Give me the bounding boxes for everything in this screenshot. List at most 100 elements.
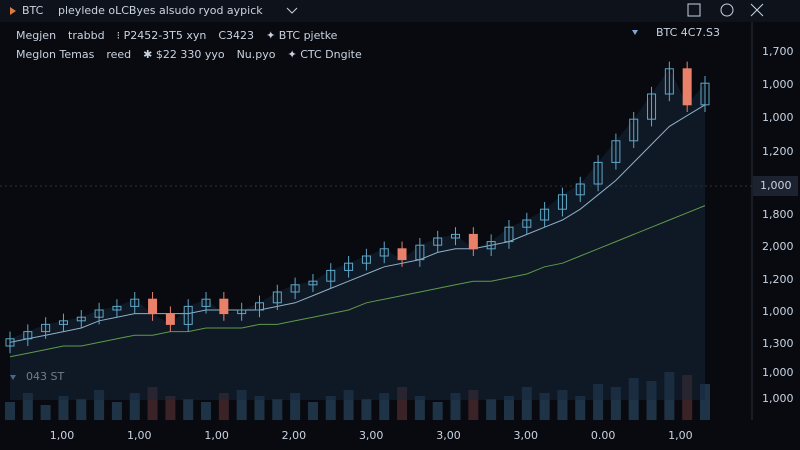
candle-body (682, 68, 692, 106)
volume-bar (414, 396, 425, 420)
y-axis-label: 1,000 (762, 78, 794, 91)
candle-body (468, 233, 478, 250)
candle-body (290, 284, 300, 293)
candle-body (308, 280, 318, 286)
legend-text: ✦ BTC pjetke (266, 29, 338, 42)
volume-bar (76, 399, 87, 420)
volume-bar (111, 402, 122, 420)
candle-body (23, 331, 33, 340)
candle-body (557, 194, 567, 210)
candle-body (451, 233, 461, 239)
volume-bar (307, 402, 318, 420)
volume-bar (236, 390, 247, 420)
volume-bar (254, 396, 265, 420)
candle-body (219, 298, 229, 315)
candle-body (629, 118, 639, 142)
candle-body (58, 320, 68, 325)
y-axis-label: 1,000 (762, 111, 794, 124)
dropdown-arrow[interactable] (286, 7, 298, 14)
volume-bar (325, 396, 336, 420)
legend-text: trabbd (68, 29, 105, 42)
y-axis-label: 2,000 (762, 240, 794, 253)
volume-bar (450, 393, 461, 420)
volume-bar (593, 384, 604, 420)
y-axis-label: 1,700 (762, 45, 794, 58)
candle-body (397, 248, 407, 261)
volume-bar (165, 396, 176, 420)
candle-body (41, 323, 51, 333)
volume-bar (432, 402, 443, 420)
volume-bar (557, 390, 568, 420)
volume-bar (521, 387, 532, 420)
y-axis-label: 1,300 (762, 337, 794, 350)
candle-body (344, 262, 354, 271)
volume-bar (22, 393, 33, 420)
volume-bar (361, 399, 372, 420)
candle-body (504, 226, 514, 243)
moving-average (9, 104, 706, 343)
candle-body (112, 305, 122, 311)
candle-body (361, 255, 371, 264)
moving-average (9, 205, 706, 358)
candle-body (76, 316, 86, 322)
legend-text: ✦ CTC Dngite (288, 48, 362, 61)
legend-text: ⁝ P2452-3T5 xyn (117, 29, 207, 42)
candle-body (130, 298, 140, 307)
legend-text: C3423 (218, 29, 254, 42)
y-axis-label: 1,000 (762, 305, 794, 318)
toolbar-title[interactable]: pleylede oLCByes alsudo ryod aypick (58, 4, 263, 17)
volume-bar (610, 387, 621, 420)
volume-bar (272, 399, 283, 420)
x-axis-label: 1,00 (204, 429, 229, 442)
volume-bar (5, 402, 15, 420)
candle-body (611, 140, 621, 163)
volume-bar (218, 393, 229, 420)
close-button[interactable] (750, 3, 764, 17)
volume-bar (94, 390, 105, 420)
x-axis-label: 2,00 (282, 429, 307, 442)
legend-text: ✱ $22 330 yyo (143, 48, 225, 61)
crosshair-label: 1,000 (760, 179, 792, 192)
candle-body (415, 244, 425, 261)
crosshair-tag (753, 176, 798, 196)
volume-bar (129, 393, 140, 420)
legend-text: Meglon Temas (16, 48, 95, 61)
volume-bar (183, 399, 194, 420)
x-axis-label: 0.00 (591, 429, 616, 442)
symbol-icon (10, 7, 16, 15)
candle-body (201, 298, 211, 307)
volume-bar (575, 396, 586, 420)
y-axis-label: 1,800 (762, 208, 794, 221)
candle-body (593, 161, 603, 185)
candle-body (237, 309, 247, 315)
volume-bar (646, 381, 657, 420)
candle-body (94, 309, 104, 318)
x-axis-label: 3,00 (436, 429, 461, 442)
y-axis-label: 1,000 (762, 392, 794, 405)
candle-body (272, 291, 282, 304)
candle-body (254, 302, 264, 311)
volume-bar (290, 393, 301, 420)
candle-body (540, 208, 550, 221)
volume-bar (700, 384, 710, 420)
symbol: BTC (22, 4, 44, 17)
volume-bar (147, 387, 158, 420)
candle-body (326, 269, 336, 282)
x-axis-label: 3,00 (359, 429, 384, 442)
candle-body (148, 298, 158, 315)
volume-bar (40, 405, 51, 420)
candle-body (486, 241, 496, 250)
volume-bar (343, 390, 354, 420)
candle-body (664, 68, 674, 95)
x-axis-label: 1,00 (50, 429, 75, 442)
candle-body (700, 82, 710, 106)
volume-bar (468, 390, 479, 420)
candle-body (379, 248, 389, 257)
volume-bar (397, 387, 408, 420)
crop-button[interactable] (687, 3, 701, 17)
x-axis-label: 3,00 (514, 429, 539, 442)
info-button[interactable] (720, 3, 734, 17)
price-tag: BTC 4C7.S3 (656, 26, 720, 39)
volume-bar (58, 396, 69, 420)
